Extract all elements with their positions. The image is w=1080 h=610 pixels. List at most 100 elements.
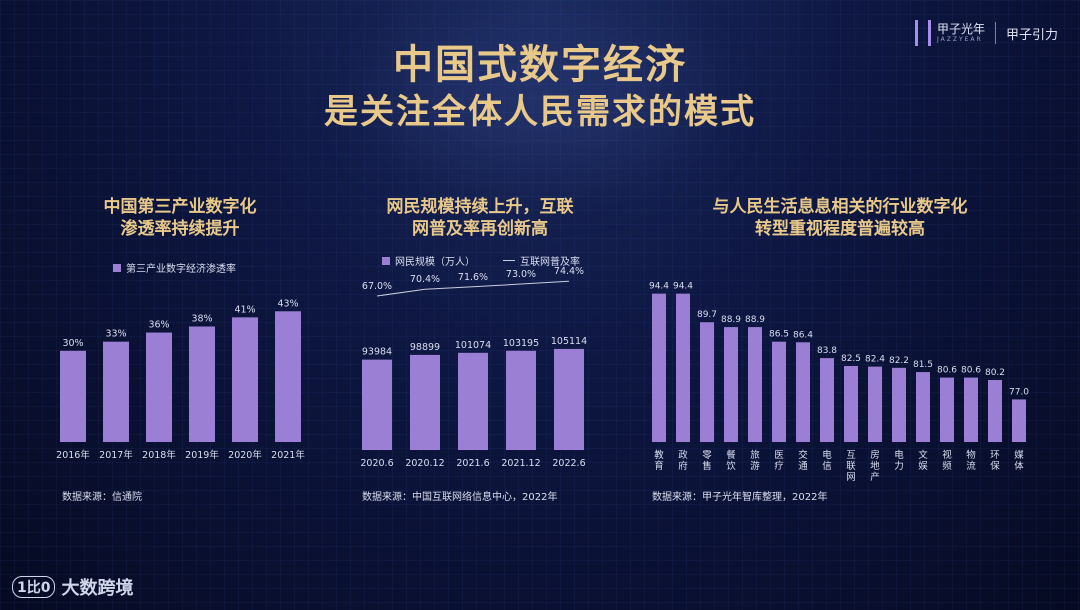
chart2-category-label: 2020.12 — [405, 458, 444, 469]
chart1-bar — [103, 341, 129, 442]
chart3-bar — [1012, 399, 1026, 442]
chart3-bar — [964, 377, 978, 442]
brand-name: 甲子光年 — [936, 22, 985, 36]
chart2-bar — [362, 359, 392, 450]
chart3-data-label: 94.4 — [673, 282, 693, 292]
chart1-data-label: 33% — [105, 329, 126, 340]
chart3-bar — [916, 372, 930, 442]
chart2-data-label: 93984 — [362, 347, 392, 358]
chart2-line-label: 73.0% — [506, 269, 536, 280]
chart1-category-label: 2016年 — [56, 449, 90, 461]
chart1-legend-label: 第三产业数字经济渗透率 — [126, 264, 236, 275]
chart2-legend-bar-label: 网民规模（万人） — [395, 257, 475, 268]
chart3-bar — [844, 366, 858, 442]
chart3-category-label: 保 — [990, 460, 1000, 472]
chart3-category-label: 电 — [822, 449, 832, 461]
chart3-category-label: 视 — [942, 449, 952, 461]
chart3-category-label: 互 — [846, 450, 856, 461]
chart3-category-label: 流 — [966, 460, 976, 472]
chart2-category-label: 2021.6 — [456, 458, 489, 469]
chart2-data-label: 105114 — [551, 336, 587, 347]
chart2-line-series — [376, 280, 570, 297]
chart3-category-label: 体 — [1014, 460, 1024, 472]
chart3-category-label: 府 — [678, 460, 688, 472]
chart3-bar — [724, 327, 738, 442]
chart2-line-label: 67.0% — [362, 281, 392, 292]
chart3-data-label: 82.4 — [865, 355, 885, 365]
chart1-title: 中国第三产业数字化 渗透率持续提升 — [60, 196, 300, 240]
chart3-category-label: 通 — [798, 461, 808, 472]
chart3-bar — [892, 367, 906, 442]
chart1-data-label: 38% — [191, 313, 212, 324]
chart3-category-label: 售 — [702, 460, 712, 472]
chart1-category-label: 2019年 — [185, 449, 219, 461]
chart3-bar — [676, 293, 690, 442]
chart3-bar — [820, 358, 834, 442]
chart1-title-line2: 渗透率持续提升 — [120, 219, 240, 239]
chart3-bar — [940, 377, 954, 442]
chart2-source: 数据来源：中国互联网络信息中心，2022年 — [362, 492, 558, 503]
chart1-bar — [189, 326, 215, 442]
chart2-title-line2: 网普及率再创新高 — [412, 219, 548, 239]
legend-swatch — [382, 256, 390, 265]
chart2-category-label: 2020.6 — [360, 458, 393, 469]
footer-logo-text: 大数跨境 — [61, 578, 134, 599]
chart2-legend: 网民规模（万人） 互联网普及率 — [382, 253, 580, 268]
chart3-data-label: 81.5 — [913, 360, 933, 370]
chart3-title: 与人民生活息息相关的行业数字化 转型重视程度普遍较高 — [660, 196, 1020, 240]
chart1-category-label: 2020年 — [228, 449, 262, 461]
chart2-title: 网民规模持续上升，互联 网普及率再创新高 — [350, 196, 610, 240]
chart3-category-label: 教 — [654, 449, 664, 461]
chart2-data-label: 103195 — [503, 338, 539, 349]
chart3-category-label: 娱 — [918, 460, 928, 472]
chart2-title-line1: 网民规模持续上升，互联 — [386, 197, 574, 217]
brand-header: 甲子光年 JAZZYEAR 甲子引力 — [914, 20, 1058, 46]
chart3-category-label: 环 — [990, 450, 1000, 461]
chart3-category-label: 游 — [750, 460, 760, 472]
chart3-bar — [652, 293, 666, 442]
footer-logo: 1比0 大数跨境 — [12, 574, 133, 600]
chart3-category-label: 频 — [942, 460, 952, 472]
chart1-bar — [275, 311, 301, 442]
chart3-source: 数据来源：甲子光年智库整理，2022年 — [652, 492, 828, 503]
brand-subtitle: JAZZYEAR — [936, 36, 983, 43]
chart2-category-label: 2022.6 — [552, 458, 585, 469]
chart3-category-label: 媒 — [1014, 449, 1024, 461]
chart3-data-label: 94.4 — [649, 282, 669, 292]
chart3-category-label: 力 — [894, 460, 904, 472]
chart1-category-label: 2017年 — [99, 449, 133, 461]
chart1-legend: 第三产业数字经济渗透率 — [113, 260, 236, 275]
chart3-data-label: 80.2 — [985, 368, 1005, 378]
chart3-data-label: 77.0 — [1009, 387, 1029, 397]
chart3-data-label: 88.9 — [721, 315, 741, 325]
chart3-category-label: 饮 — [726, 460, 736, 472]
chart3-data-label: 80.6 — [937, 366, 957, 376]
chart3-category-label: 文 — [918, 449, 928, 461]
chart1-bar — [146, 332, 172, 442]
chart3-data-label: 89.7 — [697, 310, 717, 320]
chart2-bar — [410, 354, 440, 450]
chart3-category-label: 网 — [846, 472, 856, 483]
chart3-category-label: 房 — [870, 449, 880, 461]
chart3-data-label: 80.6 — [961, 366, 981, 376]
chart3-bar — [796, 342, 810, 442]
chart3-bar — [868, 366, 882, 442]
chart3-category-label: 旅 — [750, 449, 760, 461]
chart3-data-label: 86.5 — [769, 330, 789, 340]
chart1-title-line1: 中国第三产业数字化 — [103, 197, 257, 217]
chart3-category-label: 疗 — [774, 460, 784, 472]
legend-line-icon — [503, 260, 515, 261]
chart3-bar — [700, 322, 714, 442]
chart2-bar — [554, 348, 584, 450]
chart3-category-label: 餐 — [726, 449, 736, 461]
chart2-line-label: 74.4% — [554, 266, 584, 277]
chart1-data-label: 41% — [234, 304, 255, 315]
jazzyear-logo-icon — [914, 20, 931, 46]
chart3-category-label: 地 — [870, 460, 880, 472]
chart3-category-label: 物 — [966, 449, 976, 461]
chart1-category-label: 2018年 — [142, 449, 176, 461]
chart1-data-label: 30% — [62, 338, 83, 349]
chart3-category-label: 产 — [870, 471, 880, 483]
chart2-line-label: 70.4% — [410, 274, 440, 285]
chart1-bar — [60, 350, 86, 442]
